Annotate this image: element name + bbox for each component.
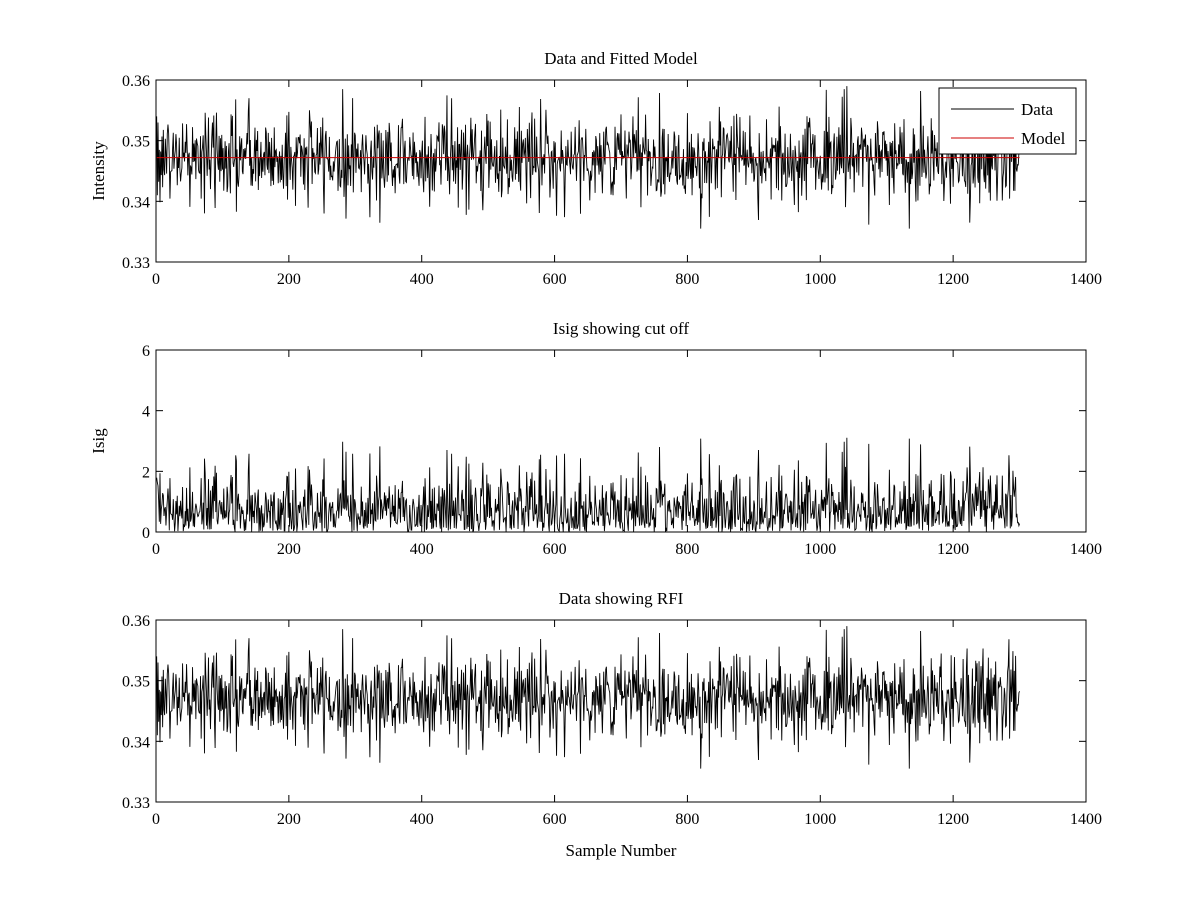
- x-tick-label: 800: [675, 811, 699, 828]
- data-series-line: [156, 86, 1020, 229]
- x-axis-label-3: Sample Number: [566, 841, 677, 860]
- y-tick-label: 4: [142, 404, 150, 421]
- chart-panel-2: Isig showing cut off 0 200 400 600 800 1000 120…: [89, 319, 1102, 558]
- x-tick-label: 1400: [1070, 541, 1102, 558]
- chart-title-1: Data and Fitted Model: [544, 49, 698, 68]
- y-tick-label: 0.34: [122, 194, 150, 211]
- x-tick-label: 600: [543, 271, 567, 288]
- x-tick-label: 400: [410, 811, 434, 828]
- y-axis-label-2: Isig: [89, 428, 108, 454]
- y-tick-label: 2: [142, 464, 150, 481]
- chart-panel-3: Data showing RFI 0 200 400 600 800 1000 1200 140…: [122, 589, 1102, 860]
- x-tick-label: 1000: [804, 541, 836, 558]
- x-tick-label: 200: [277, 541, 301, 558]
- y-tick-label: 0.36: [122, 613, 150, 630]
- legend-label-1: Model: [1021, 129, 1066, 148]
- x-tick-label: 1000: [804, 271, 836, 288]
- y-tick-label: 0.35: [122, 674, 150, 691]
- x-tick-label: 600: [543, 811, 567, 828]
- x-tick-label: 400: [410, 271, 434, 288]
- legend: Data Model: [938, 87, 1077, 155]
- chart-panel-1: Data and Fitted Model 0 200 400 600 800 1000 12…: [89, 49, 1102, 288]
- x-tick-label: 1000: [804, 811, 836, 828]
- y-tick-label: 0.36: [122, 73, 150, 90]
- x-tick-label: 1400: [1070, 271, 1102, 288]
- y-tick-label: 0: [142, 525, 150, 542]
- y-tick-label: 0.35: [122, 134, 150, 151]
- x-tick-label: 600: [543, 541, 567, 558]
- isig-series-line: [156, 437, 1020, 532]
- x-tick-label: 0: [152, 271, 160, 288]
- x-tick-label: 0: [152, 811, 160, 828]
- legend-label-0: Data: [1021, 100, 1054, 119]
- x-tick-label: 200: [277, 811, 301, 828]
- x-tick-label: 800: [675, 271, 699, 288]
- y-tick-label: 0.33: [122, 255, 150, 272]
- y-tick-label: 0.33: [122, 795, 150, 812]
- x-tick-label: 200: [277, 271, 301, 288]
- y-tick-label: 6: [142, 343, 150, 360]
- rfi-series-line: [156, 626, 1020, 769]
- y-tick-label: 0.34: [122, 734, 150, 751]
- legend-box: [938, 87, 1077, 155]
- chart-title-3: Data showing RFI: [559, 589, 684, 608]
- x-tick-label: 1200: [937, 811, 969, 828]
- chart-title-2: Isig showing cut off: [553, 319, 689, 338]
- x-tick-label: 800: [675, 541, 699, 558]
- x-tick-label: 0: [152, 541, 160, 558]
- y-axis-label-1: Intensity: [89, 141, 108, 201]
- x-tick-label: 1200: [937, 541, 969, 558]
- x-tick-label: 1400: [1070, 811, 1102, 828]
- x-tick-label: 400: [410, 541, 434, 558]
- x-tick-label: 1200: [937, 271, 969, 288]
